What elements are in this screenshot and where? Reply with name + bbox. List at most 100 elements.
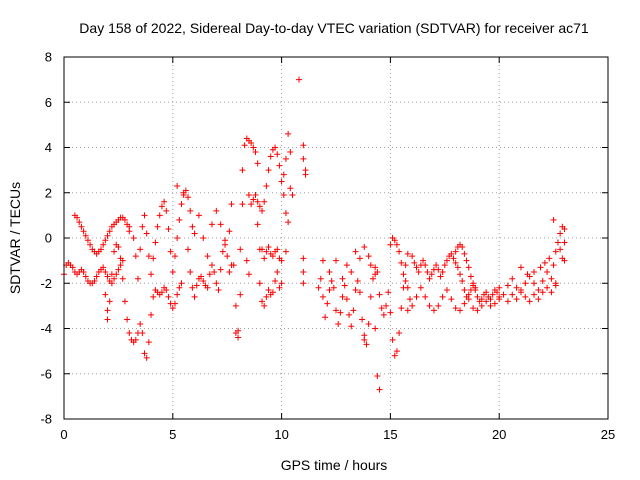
data-point bbox=[457, 307, 464, 314]
data-point bbox=[509, 291, 516, 298]
data-point bbox=[470, 305, 477, 312]
data-point bbox=[465, 264, 472, 271]
data-point bbox=[544, 268, 551, 275]
data-point bbox=[158, 289, 165, 296]
data-point bbox=[561, 239, 568, 246]
data-point bbox=[82, 273, 89, 280]
data-point bbox=[398, 259, 405, 266]
data-point bbox=[115, 266, 122, 273]
data-point bbox=[489, 291, 496, 298]
data-point bbox=[354, 277, 361, 284]
data-point bbox=[324, 300, 331, 307]
data-point bbox=[126, 330, 133, 337]
data-point bbox=[413, 264, 420, 271]
data-point bbox=[80, 228, 87, 235]
data-point bbox=[278, 280, 285, 287]
data-point bbox=[163, 287, 170, 294]
data-point bbox=[152, 239, 159, 246]
data-point bbox=[461, 300, 468, 307]
data-point bbox=[483, 289, 490, 296]
data-point bbox=[256, 280, 263, 287]
data-point bbox=[457, 271, 464, 278]
data-point bbox=[282, 210, 289, 217]
data-point bbox=[478, 296, 485, 303]
data-point bbox=[346, 311, 353, 318]
data-point bbox=[198, 273, 205, 280]
data-point bbox=[422, 293, 429, 300]
data-point bbox=[474, 293, 481, 300]
data-point bbox=[343, 262, 350, 269]
data-point bbox=[496, 296, 503, 303]
data-point bbox=[452, 259, 459, 266]
data-point bbox=[376, 291, 383, 298]
data-point bbox=[139, 223, 146, 230]
data-point bbox=[537, 264, 544, 271]
data-point bbox=[156, 212, 163, 219]
data-point bbox=[171, 300, 178, 307]
data-point bbox=[517, 264, 524, 271]
data-point bbox=[430, 307, 437, 314]
y-tick-label: 4 bbox=[45, 140, 52, 155]
data-point bbox=[265, 287, 272, 294]
data-point bbox=[259, 298, 266, 305]
data-point bbox=[539, 277, 546, 284]
data-point bbox=[356, 255, 363, 262]
data-point bbox=[111, 275, 118, 282]
data-point bbox=[161, 198, 168, 205]
data-point bbox=[443, 257, 450, 264]
data-point bbox=[165, 225, 172, 232]
data-point bbox=[145, 253, 152, 260]
data-point bbox=[524, 271, 531, 278]
data-point bbox=[319, 293, 326, 300]
data-point bbox=[548, 289, 555, 296]
data-point bbox=[185, 194, 192, 201]
data-point bbox=[561, 257, 568, 264]
data-point bbox=[487, 296, 494, 303]
y-tick-label: 2 bbox=[45, 185, 52, 200]
data-point bbox=[106, 228, 113, 235]
data-point bbox=[391, 352, 398, 359]
data-point bbox=[252, 192, 259, 199]
data-point bbox=[200, 235, 207, 241]
data-point bbox=[287, 149, 294, 156]
data-point bbox=[361, 244, 368, 251]
data-point bbox=[134, 275, 141, 282]
data-point bbox=[137, 246, 144, 253]
data-point bbox=[226, 228, 233, 235]
data-point bbox=[141, 212, 148, 219]
data-point bbox=[478, 302, 485, 309]
data-point bbox=[245, 271, 252, 278]
data-point bbox=[343, 296, 350, 303]
data-point bbox=[187, 207, 194, 214]
data-point bbox=[435, 266, 442, 273]
data-point bbox=[163, 207, 170, 214]
data-point bbox=[448, 296, 455, 303]
data-point bbox=[322, 314, 329, 321]
data-point bbox=[267, 153, 274, 160]
data-point bbox=[274, 151, 281, 158]
data-point bbox=[300, 280, 307, 287]
data-point bbox=[300, 255, 307, 262]
data-point bbox=[350, 307, 357, 314]
data-point bbox=[546, 255, 553, 262]
data-point bbox=[496, 284, 503, 291]
data-point bbox=[84, 237, 91, 244]
data-point bbox=[552, 280, 559, 287]
data-point bbox=[411, 259, 418, 266]
data-point bbox=[217, 266, 224, 273]
data-point bbox=[117, 262, 124, 269]
data-point bbox=[417, 284, 424, 291]
data-point bbox=[557, 230, 564, 237]
data-point bbox=[219, 248, 226, 255]
data-point bbox=[254, 198, 261, 205]
data-point bbox=[82, 232, 89, 239]
data-point bbox=[441, 262, 448, 269]
data-point bbox=[552, 248, 559, 255]
data-point bbox=[176, 216, 183, 223]
data-point bbox=[535, 296, 542, 303]
data-point bbox=[391, 237, 398, 244]
data-point bbox=[278, 257, 285, 264]
data-point bbox=[104, 273, 111, 280]
data-point bbox=[106, 298, 113, 305]
data-point bbox=[509, 275, 516, 282]
